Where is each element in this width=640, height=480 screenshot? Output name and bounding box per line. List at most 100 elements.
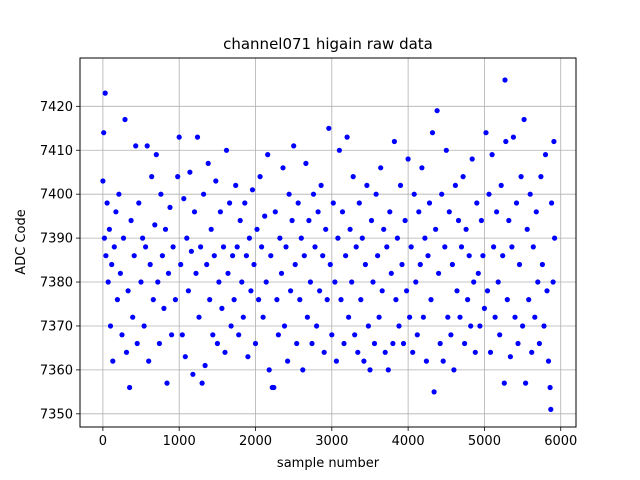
data-point <box>317 288 323 294</box>
data-point <box>106 226 112 232</box>
data-point <box>122 116 128 123</box>
data-point <box>422 235 428 241</box>
x-tick-label: 2000 <box>239 434 272 449</box>
data-point <box>176 134 182 140</box>
data-point <box>291 143 297 149</box>
data-point <box>475 270 481 276</box>
data-point <box>397 182 404 188</box>
data-point <box>471 279 477 285</box>
data-point <box>119 332 125 338</box>
data-point <box>175 174 181 180</box>
y-tick-label: 7380 <box>40 276 73 291</box>
data-point <box>497 332 503 338</box>
data-point <box>492 314 498 320</box>
data-point <box>102 90 108 96</box>
data-point <box>358 297 364 303</box>
data-point <box>304 314 310 320</box>
data-point <box>117 270 123 276</box>
data-point <box>187 169 193 175</box>
data-point <box>280 165 286 171</box>
data-point <box>502 77 508 83</box>
data-point <box>489 152 495 158</box>
data-point <box>146 358 152 364</box>
data-point <box>315 209 321 215</box>
data-point <box>147 261 153 268</box>
data-point <box>408 244 414 250</box>
plot-frame <box>79 57 577 428</box>
data-point <box>419 165 425 171</box>
data-point <box>510 134 516 140</box>
y-axis-ticks: 7350 7360 7370 7380 7390 7400 7410 7420 <box>40 100 80 422</box>
data-point <box>458 244 465 250</box>
data-point <box>336 147 342 153</box>
data-point <box>544 288 550 294</box>
data-point <box>346 314 352 320</box>
data-point <box>341 340 347 347</box>
x-tick-label: 0 <box>99 434 107 449</box>
data-point <box>225 270 231 276</box>
data-point <box>440 358 446 364</box>
data-point <box>178 261 184 268</box>
data-point <box>407 314 413 320</box>
data-point <box>131 253 137 259</box>
data-point <box>381 226 387 232</box>
data-point <box>254 226 260 232</box>
data-point <box>452 182 458 188</box>
data-point <box>512 314 518 320</box>
data-point <box>243 253 249 259</box>
data-point <box>469 156 475 162</box>
data-point <box>527 191 533 197</box>
data-point <box>478 217 484 224</box>
data-point <box>188 248 194 254</box>
data-point <box>324 297 330 303</box>
data-point <box>448 332 454 338</box>
data-point <box>516 261 523 268</box>
data-point <box>227 200 233 206</box>
data-point <box>382 349 388 355</box>
data-point <box>338 297 344 303</box>
data-point <box>414 332 420 338</box>
x-tick-label: 4000 <box>392 434 425 449</box>
data-point <box>468 323 474 329</box>
data-point <box>266 367 272 373</box>
data-point <box>330 200 336 206</box>
data-point <box>153 152 159 158</box>
data-point <box>109 261 115 268</box>
data-point <box>236 332 242 338</box>
data-point <box>548 406 554 412</box>
data-point <box>196 314 202 320</box>
data-point <box>101 235 107 241</box>
data-point <box>277 235 283 241</box>
y-tick-label: 7370 <box>40 319 73 334</box>
data-point <box>285 358 291 364</box>
data-point <box>199 380 205 386</box>
data-point <box>353 244 359 250</box>
data-point <box>394 235 400 241</box>
data-point <box>208 226 214 232</box>
data-point <box>120 235 127 241</box>
data-point <box>234 244 240 250</box>
data-point <box>455 217 462 224</box>
data-point <box>246 235 252 241</box>
data-point <box>411 191 417 197</box>
data-point <box>222 349 228 355</box>
data-point <box>344 134 350 140</box>
data-point <box>436 270 442 276</box>
data-point <box>387 209 393 215</box>
data-point <box>271 384 277 391</box>
data-point <box>240 314 246 320</box>
data-point <box>417 261 423 268</box>
data-point <box>181 196 187 202</box>
data-point <box>310 191 317 197</box>
data-point <box>429 130 436 136</box>
data-point <box>298 235 304 241</box>
data-point <box>530 244 536 250</box>
data-point <box>466 253 472 259</box>
data-point <box>518 174 524 180</box>
data-point <box>384 244 390 250</box>
data-point <box>526 297 532 303</box>
data-point <box>431 389 437 395</box>
data-point <box>347 226 353 232</box>
data-point <box>442 244 448 250</box>
data-point <box>309 340 315 347</box>
